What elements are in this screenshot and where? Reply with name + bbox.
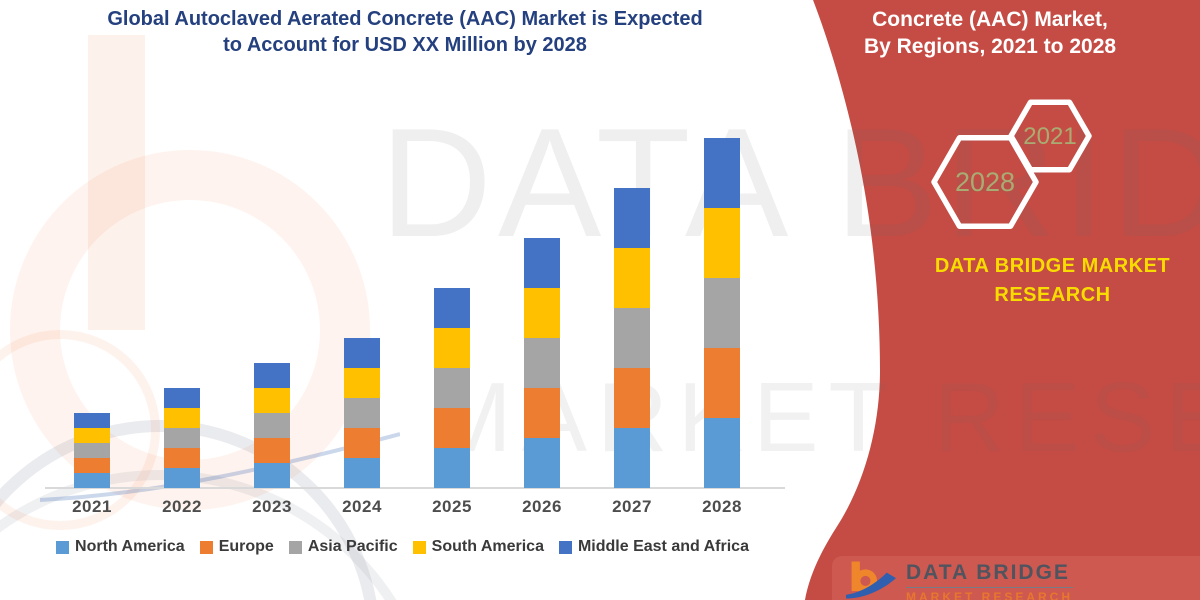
bar-segment-2026-north-america — [524, 438, 560, 488]
banner-brand-line2: RESEARCH — [994, 284, 1111, 306]
bar-segment-2028-europe — [704, 348, 740, 418]
bar-segment-2026-europe — [524, 388, 560, 438]
banner-title: Concrete (AAC) Market, By Regions, 2021 … — [830, 6, 1150, 60]
hexagon-large — [931, 135, 1039, 229]
bar-segment-2027-europe — [614, 368, 650, 428]
bar-2025 — [434, 288, 470, 488]
bar-segment-2027-north-america — [614, 428, 650, 488]
bar-segment-2021-south-america — [74, 428, 110, 443]
bar-segment-2023-north-america — [254, 463, 290, 488]
bar-segment-2021-asia-pacific — [74, 443, 110, 458]
bar-2024 — [344, 338, 380, 488]
bar-segment-2023-middle-east-and-africa — [254, 363, 290, 388]
legend-swatch-icon — [288, 540, 302, 554]
bar-segment-2028-north-america — [704, 418, 740, 488]
x-axis-label-2025: 2025 — [432, 497, 472, 516]
x-axis-line — [45, 487, 785, 489]
bar-segment-2022-north-america — [164, 468, 200, 488]
bar-segment-2027-middle-east-and-africa — [614, 188, 650, 248]
chart-legend: North America Europe Asia Pacific South Ame… — [15, 538, 790, 556]
bar-segment-2025-north-america — [434, 448, 470, 488]
bar-segment-2028-asia-pacific — [704, 278, 740, 348]
hexagon-years-graphic: 2021 2028 — [931, 99, 1092, 229]
logo-box-inner: DATA BRIDGE MARKET RESEARCH — [832, 556, 1200, 600]
bar-segment-2021-north-america — [74, 473, 110, 488]
legend-item-south-america: South America — [412, 538, 544, 556]
bar-segment-2024-europe — [344, 428, 380, 458]
bar-2022 — [164, 388, 200, 488]
hexagon-small-year: 2021 — [1023, 123, 1076, 150]
legend-swatch-icon — [558, 540, 572, 554]
bar-segment-2023-asia-pacific — [254, 413, 290, 438]
legend-label: Europe — [218, 538, 274, 555]
bar-segment-2028-middle-east-and-africa — [704, 138, 740, 208]
legend-label: North America — [75, 538, 185, 555]
banner-background — [805, 0, 1200, 600]
data-bridge-logo-icon — [846, 561, 896, 599]
bar-segment-2021-middle-east-and-africa — [74, 413, 110, 428]
bar-2026 — [524, 238, 560, 488]
bar-segment-2026-asia-pacific — [524, 338, 560, 388]
legend-swatch-icon — [56, 540, 70, 554]
x-axis-label-2026: 2026 — [522, 497, 562, 516]
hexagon-large-year: 2028 — [955, 167, 1015, 197]
legend-item-north-america: North America — [56, 538, 185, 556]
bar-segment-2025-south-america — [434, 328, 470, 368]
bar-segment-2028-south-america — [704, 208, 740, 278]
page-title: Global Autoclaved Aerated Concrete (AAC)… — [30, 6, 780, 58]
legend-item-middle-east-and-africa: Middle East and Africa — [558, 538, 749, 556]
bar-2028 — [704, 138, 740, 488]
legend-item-asia-pacific: Asia Pacific — [288, 538, 398, 556]
logo-text-column: DATA BRIDGE MARKET RESEARCH — [906, 561, 1074, 600]
x-axis-label-2021: 2021 — [72, 497, 112, 516]
bar-segment-2022-middle-east-and-africa — [164, 388, 200, 408]
stacked-bar-chart: 2021 2022 2023 2024 2025 2026 2027 2028 North A… — [15, 138, 790, 556]
bar-segment-2024-south-america — [344, 368, 380, 398]
logo-sub-text: MARKET RESEARCH — [906, 590, 1074, 600]
page-title-line2: to Account for USD XX Million by 2028 — [223, 34, 587, 56]
logo-box: DATA BRIDGE MARKET RESEARCH — [832, 556, 1200, 600]
bar-segment-2022-europe — [164, 448, 200, 468]
bar-segment-2026-middle-east-and-africa — [524, 238, 560, 288]
x-axis-label-2027: 2027 — [612, 497, 652, 516]
legend-swatch-icon — [199, 540, 213, 554]
banner-title-line1: Concrete (AAC) Market, — [872, 8, 1108, 31]
bar-segment-2027-south-america — [614, 248, 650, 308]
banner-title-line2: By Regions, 2021 to 2028 — [863, 35, 1117, 58]
logo-brand-text: DATA BRIDGE — [906, 561, 1074, 588]
bar-segment-2024-asia-pacific — [344, 398, 380, 428]
bar-segment-2024-middle-east-and-africa — [344, 338, 380, 368]
bar-segment-2022-south-america — [164, 408, 200, 428]
legend-label: Asia Pacific — [307, 538, 398, 555]
bar-2027 — [614, 188, 650, 488]
bar-segment-2023-europe — [254, 438, 290, 463]
bar-2021 — [74, 413, 110, 488]
x-axis-label-2023: 2023 — [252, 497, 292, 516]
bar-segment-2025-europe — [434, 408, 470, 448]
x-axis-label-2028: 2028 — [702, 497, 742, 516]
bar-segment-2024-north-america — [344, 458, 380, 488]
legend-label: Middle East and Africa — [577, 538, 749, 555]
bar-segment-2023-south-america — [254, 388, 290, 413]
bar-segment-2027-asia-pacific — [614, 308, 650, 368]
bar-segment-2021-europe — [74, 458, 110, 473]
banner-brand-line1: DATA BRIDGE MARKET — [934, 255, 1171, 277]
x-axis-label-2024: 2024 — [342, 497, 382, 516]
banner-content: Concrete (AAC) Market, By Regions, 2021 … — [800, 0, 1200, 600]
legend-label: South America — [431, 538, 544, 555]
banner-brand-text: DATA BRIDGE MARKET RESEARCH — [900, 252, 1200, 310]
bar-segment-2026-south-america — [524, 288, 560, 338]
bar-segment-2025-middle-east-and-africa — [434, 288, 470, 328]
page-title-line1: Global Autoclaved Aerated Concrete (AAC)… — [107, 8, 703, 30]
bar-2023 — [254, 363, 290, 488]
bar-segment-2022-asia-pacific — [164, 428, 200, 448]
bar-segment-2025-asia-pacific — [434, 368, 470, 408]
x-axis-label-2022: 2022 — [162, 497, 202, 516]
legend-item-europe: Europe — [199, 538, 274, 556]
legend-swatch-icon — [412, 540, 426, 554]
